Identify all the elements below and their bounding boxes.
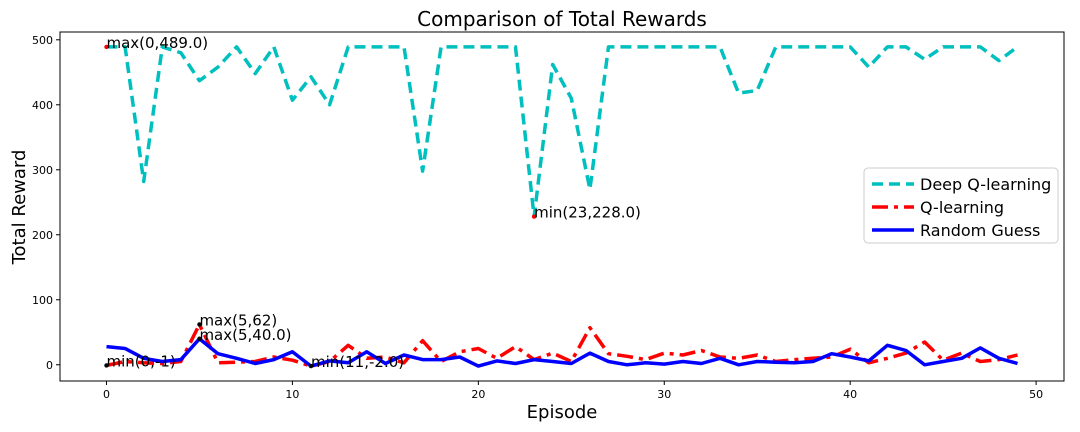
annotation-label-0: max(0,489.0) [106,34,208,52]
annotation-point-1 [531,214,537,219]
annotation-label-3: max(5,40.0) [199,326,291,344]
y-tick-label-1: 100 [32,294,53,307]
x-tick-label-1: 10 [285,388,299,401]
legend-label-0: Deep Q-learning [920,175,1051,194]
annotation-label-1: min(23,228.0) [534,204,641,222]
legend-label-1: Q-learning [920,198,1004,217]
legend-box [863,167,1059,244]
x-tick-label-0: 0 [103,388,110,401]
x-tick-label-5: 50 [1029,388,1043,401]
legend-label-2: Random Guess [920,221,1040,240]
y-tick-label-3: 300 [32,164,53,177]
y-tick-label-0: 0 [46,359,53,372]
chart-title: Comparison of Total Rewards [417,7,707,31]
annotation-point-2 [197,322,202,327]
annotation-point-5 [308,363,314,369]
series-layer [106,45,1019,368]
annotation-label-5: min(11,-2.0) [311,353,404,371]
annotation-point-3 [197,336,202,341]
y-tick-label-2: 200 [32,229,53,242]
annotation-point-0 [104,44,109,50]
series-line-2 [106,337,1018,368]
annotation-point-4 [104,363,109,368]
y-tick-label-4: 400 [32,99,53,112]
x-tick-label-3: 30 [657,388,671,401]
y-axis-label: Total Reward [9,150,30,266]
x-tick-label-2: 20 [471,388,485,401]
x-axis-label: Episode [527,402,598,423]
series-line-0 [106,45,1019,219]
plot-frame [59,31,1065,382]
annotation-label-4: min(0,-1) [106,352,175,370]
annotation-layer: max(0,489.0) min(23,228.0) max(5,62)max(5,… [104,34,641,371]
annotation-label-2: max(5,62) [199,311,277,329]
x-tick-label-4: 40 [843,388,857,401]
legend: Deep Q-learning Q-learning Random Guess [863,167,1059,244]
y-tick-label-5: 500 [32,34,53,47]
